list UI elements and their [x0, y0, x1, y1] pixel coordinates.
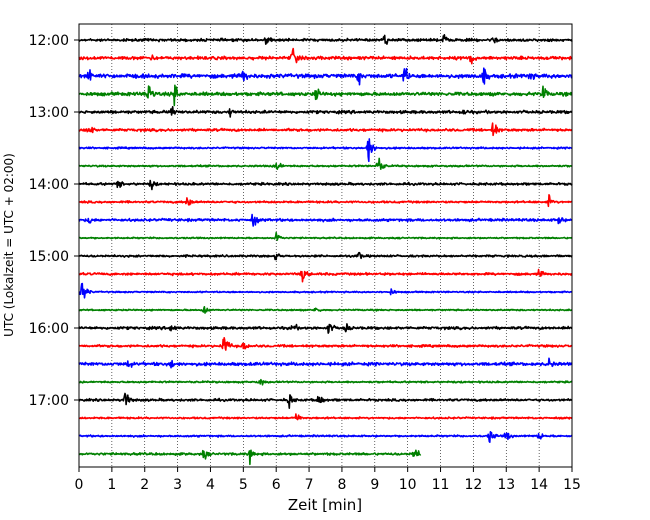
grid-lines [111, 24, 540, 467]
trace-1245 [78, 84, 573, 107]
trace-1400 [78, 179, 573, 191]
plot-frame [78, 23, 573, 468]
x-tick-label: 3 [173, 477, 182, 493]
x-tick-label: 9 [370, 477, 379, 493]
trace-1200 [78, 34, 573, 45]
x-tick-label: 10 [399, 477, 417, 493]
trace-1330 [78, 138, 573, 163]
trace-1445 [78, 231, 573, 241]
x-tick-label: 5 [239, 477, 248, 493]
trace-1645 [78, 378, 573, 386]
trace-1430 [78, 213, 573, 227]
trace-1500 [78, 251, 573, 261]
trace-1700 [78, 392, 573, 409]
trace-1745 [78, 449, 422, 466]
trace-1715 [78, 413, 573, 421]
x-tick-label: 14 [530, 477, 548, 493]
y-axis-title: UTC (Lokalzeit = UTC + 02:00) [2, 153, 16, 337]
x-axis-title: Zeit [min] [288, 496, 362, 514]
trace-1415 [78, 194, 573, 208]
trace-1345 [78, 157, 573, 170]
x-tick-label: 13 [497, 477, 515, 493]
y-tick-label: 12:00 [29, 33, 69, 49]
trace-1530 [78, 282, 573, 299]
trace-1215 [78, 47, 573, 65]
x-axis-ticks: 0 1 2 3 4 5 6 7 8 9 10 11 12 13 14 15 [75, 467, 581, 493]
trace-1545 [78, 306, 573, 314]
trace-group [78, 34, 573, 466]
y-tick-label: 16:00 [29, 321, 69, 337]
x-tick-label: 6 [272, 477, 281, 493]
trace-1730 [78, 431, 573, 443]
x-tick-label: 15 [563, 477, 581, 493]
x-tick-label: 8 [337, 477, 346, 493]
x-tick-label: 12 [464, 477, 482, 493]
x-tick-label: 0 [75, 477, 84, 493]
y-tick-label: 13:00 [29, 105, 69, 121]
trace-1615 [78, 337, 573, 351]
y-tick-label: 14:00 [29, 177, 69, 193]
trace-1315 [78, 122, 573, 137]
x-tick-label: 7 [305, 477, 314, 493]
y-axis-ticks: 12:00 13:00 14:00 15:00 16:00 17:00 [29, 33, 79, 409]
y-tick-label: 17:00 [29, 393, 69, 409]
x-tick-label: 1 [107, 477, 116, 493]
y-tick-label: 15:00 [29, 249, 69, 265]
x-tick-label: 4 [206, 477, 215, 493]
x-tick-label: 11 [432, 477, 450, 493]
trace-1300 [78, 106, 573, 118]
trace-1515 [78, 268, 573, 283]
trace-1600 [78, 323, 573, 334]
x-tick-label: 2 [140, 477, 149, 493]
trace-1230 [78, 67, 573, 86]
trace-1630 [78, 357, 573, 369]
